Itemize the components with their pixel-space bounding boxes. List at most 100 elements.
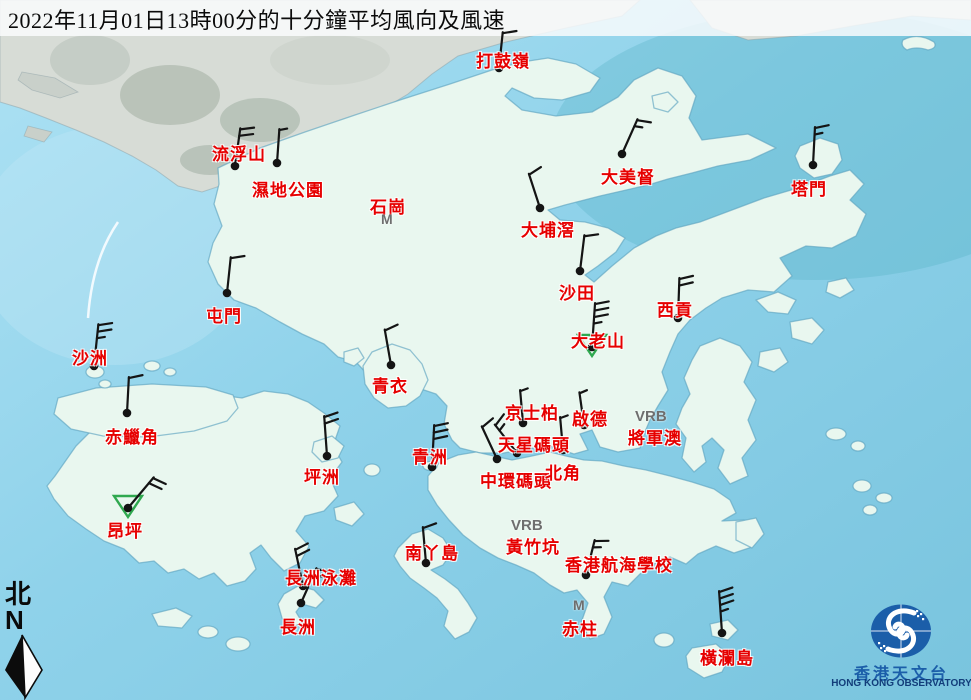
island [825, 427, 847, 441]
wind-barb-half [578, 389, 589, 395]
wind-barb [421, 522, 438, 565]
wind-barb-full [323, 411, 339, 419]
wind-barb-full [528, 165, 543, 176]
wind-barb-full [383, 323, 399, 332]
wind-barb-full [239, 126, 256, 131]
wind-barb-full [718, 592, 734, 600]
wind-barb-full [718, 586, 734, 594]
wind-barb-staff [92, 323, 100, 368]
wind-barb-staff [527, 172, 542, 210]
wind-barb [225, 254, 246, 295]
station-dot [575, 266, 585, 276]
wind-barb-staff [293, 547, 305, 588]
wind-barb-staff [578, 234, 586, 273]
wind-barb-staff [480, 425, 499, 461]
wind-barb [126, 476, 167, 510]
station-dot [535, 203, 545, 213]
station-dot [808, 160, 818, 170]
wind-barb [125, 374, 144, 415]
compass-north-hanzi: 北 [5, 580, 32, 609]
wind-barb-staff [421, 526, 428, 565]
wind-barb [578, 233, 600, 273]
wind-barb-full [147, 482, 163, 491]
wind-barb-half [278, 127, 289, 132]
island [651, 91, 679, 113]
wind-barb-full [432, 435, 449, 441]
wind-barb-half [559, 414, 569, 420]
wind-barb [559, 414, 569, 452]
wind-barb-full [294, 542, 309, 551]
station-dot [272, 158, 282, 168]
station-dot [717, 628, 727, 638]
wind-barb-full [593, 300, 610, 306]
gray-islet [23, 125, 53, 143]
hko-logo-icon [871, 604, 931, 658]
wind-barb-full [229, 254, 246, 260]
station-dot [89, 361, 99, 371]
island [825, 277, 855, 299]
wind-barb-half [592, 320, 603, 325]
station-dot [518, 418, 528, 428]
station-dot [230, 161, 240, 171]
station-dot [322, 451, 332, 461]
wind-barb [299, 567, 331, 605]
wind-barb-full [127, 374, 144, 380]
island-kau-yi-chau [363, 463, 381, 477]
station-dot [492, 454, 502, 464]
map-title: 2022年11月01日13時00分的十分鐘平均風向及風速 [8, 8, 506, 33]
island [163, 367, 177, 377]
hko-logo-name-en: HONG KONG OBSERVATORY [831, 678, 971, 689]
wind-barb-full [501, 29, 518, 35]
wind-barb-half [498, 423, 506, 432]
station-dot [296, 598, 306, 608]
wind-barb-full [433, 422, 449, 428]
urban-texture [120, 65, 220, 125]
wind-barb-staff [299, 567, 318, 605]
wind-barb-full [295, 548, 311, 558]
wind-barb-staff [225, 256, 232, 295]
land-clear-water-bay [675, 337, 757, 485]
wind-barb-full [592, 313, 609, 319]
station-dot [673, 313, 683, 323]
island [653, 632, 675, 648]
wind-barb [676, 274, 695, 320]
land-lamma-island [393, 528, 478, 640]
wind-barb [578, 389, 589, 427]
wind-barb-full [494, 413, 505, 427]
station-dot [587, 342, 597, 352]
wind-barb-half [813, 131, 824, 136]
station-dot [298, 581, 308, 591]
wind-barb [717, 586, 735, 635]
wind-barb-full [635, 119, 652, 124]
wind-barb-half [95, 335, 106, 340]
island [850, 440, 866, 452]
island-tung-lung [735, 517, 765, 549]
wind-barb-full [481, 417, 495, 429]
station-dot [427, 462, 437, 472]
land-lantau [46, 390, 343, 587]
wind-barb-staff [519, 389, 525, 425]
wind-barb-staff [584, 538, 596, 577]
wind-barb-staff [233, 127, 242, 168]
wind-barb-full [314, 568, 331, 573]
wind-barb-full [678, 274, 695, 281]
wind-barb-half [633, 125, 644, 129]
station-dot [581, 570, 591, 580]
station-dot [494, 63, 504, 73]
wind-barb [480, 417, 499, 461]
urban-texture [50, 35, 130, 85]
wind-barb-staff [126, 476, 155, 510]
wind-barb [493, 413, 519, 455]
wind-barb [233, 126, 256, 168]
island-po-toi [685, 643, 731, 679]
station-dot [222, 288, 232, 298]
island [197, 625, 219, 639]
island-tap-mun [794, 137, 843, 179]
land-airport-island [53, 383, 239, 438]
wind-barb-staff [493, 423, 519, 455]
wind-barb [527, 165, 543, 210]
island [852, 479, 872, 493]
wind-barb-staff [430, 423, 436, 469]
